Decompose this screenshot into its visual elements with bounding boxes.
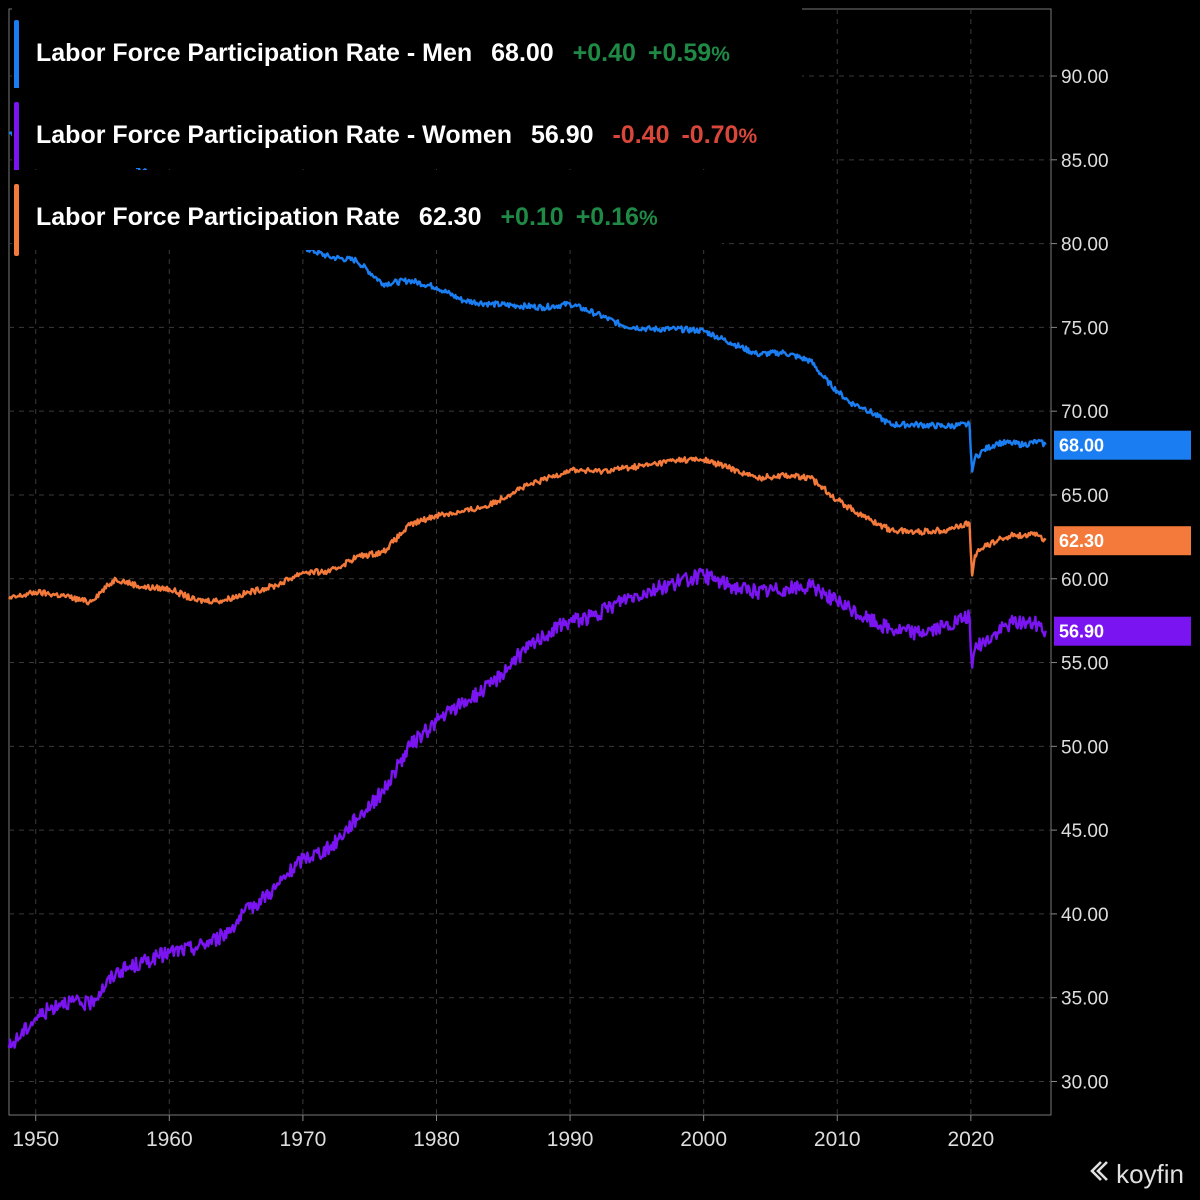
y-tick-label: 70.00 — [1061, 402, 1109, 423]
legend-text: Labor Force Participation Rate - Women 5… — [36, 121, 769, 150]
legend-value: 68.00 — [491, 38, 554, 67]
x-tick-label: 1950 — [12, 1128, 59, 1151]
legend-change: -0.40 — [612, 120, 670, 149]
last-value-label: 68.00 — [1059, 436, 1104, 456]
y-tick-label: 65.00 — [1061, 486, 1109, 507]
last-value-labels: 68.00 62.30 56.90 — [1054, 430, 1191, 646]
legend-pct-sign: % — [711, 42, 730, 66]
y-tick-label: 30.00 — [1061, 1072, 1109, 1093]
y-axis: 30.00 35.00 40.00 45.00 50.00 55.00 60.00 65.00… — [1051, 67, 1109, 1093]
koyfin-logo: koyfin — [1088, 1159, 1184, 1190]
x-tick-label: 1970 — [280, 1128, 327, 1151]
y-tick-label: 85.00 — [1061, 151, 1109, 172]
y-tick-label: 35.00 — [1061, 989, 1109, 1010]
legend-color-bar — [14, 184, 19, 256]
legend-item-men[interactable]: Labor Force Participation Rate - Men 68.… — [12, 6, 802, 92]
legend-change-pct: +0.59 — [647, 38, 712, 67]
legend-series-name: Labor Force Participation Rate — [36, 202, 400, 231]
last-value-badge — [1054, 616, 1191, 646]
legend-color-bar — [14, 102, 19, 174]
y-tick-label: 90.00 — [1061, 67, 1109, 88]
legend-backdrop — [12, 6, 802, 86]
legend-pct-sign: % — [638, 206, 658, 230]
last-value-label: 62.30 — [1059, 531, 1104, 551]
legend-change: +0.40 — [572, 38, 636, 67]
y-tick-label: 60.00 — [1061, 570, 1109, 591]
y-tick-label: 75.00 — [1061, 318, 1109, 339]
last-value-label: 56.90 — [1059, 622, 1104, 642]
x-tick-label: 2020 — [947, 1128, 994, 1151]
legend-change-pct: +0.16 — [575, 202, 639, 231]
x-tick-label: 1960 — [146, 1128, 193, 1151]
y-tick-label: 45.00 — [1061, 821, 1109, 842]
legend-change: +0.10 — [500, 202, 564, 231]
x-tick-label: 2010 — [814, 1128, 861, 1151]
legend-backdrop — [12, 170, 722, 250]
series-layer — [7, 127, 1047, 1049]
x-tick-label: 1980 — [413, 1128, 460, 1151]
legend-item-women[interactable]: Labor Force Participation Rate - Women 5… — [12, 88, 832, 174]
series-line — [8, 456, 1047, 606]
last-value-badge — [1054, 430, 1191, 460]
legend-value: 62.30 — [418, 202, 482, 231]
legend-text: Labor Force Participation Rate - Men 68.… — [36, 39, 742, 68]
legend-color-bar — [14, 20, 19, 92]
legend-series-name: Labor Force Participation Rate - Women — [36, 120, 513, 149]
legend-pct-sign: % — [738, 124, 758, 148]
y-tick-label: 40.00 — [1061, 905, 1109, 926]
y-tick-label: 80.00 — [1061, 235, 1109, 256]
legend-text: Labor Force Participation Rate 62.30 +0.… — [36, 203, 670, 232]
legend-change-pct: -0.70 — [681, 120, 739, 149]
koyfin-logo-icon — [1088, 1159, 1112, 1190]
x-axis: 1950 1960 1970 1980 1990 2000 2010 2020 — [12, 1115, 994, 1151]
last-value-badge — [1054, 526, 1191, 556]
x-tick-label: 2000 — [680, 1128, 727, 1151]
legend-series-name: Labor Force Participation Rate - Men — [36, 38, 473, 67]
y-tick-label: 50.00 — [1061, 737, 1109, 758]
legend-backdrop — [12, 88, 832, 168]
legend: Labor Force Participation Rate - Men 68.… — [12, 6, 832, 262]
legend-item-total[interactable]: Labor Force Participation Rate 62.30 +0.… — [12, 170, 769, 256]
series-line — [7, 567, 1047, 1049]
y-tick-label: 55.00 — [1061, 654, 1109, 675]
x-tick-label: 1990 — [547, 1128, 594, 1151]
legend-value: 56.90 — [530, 120, 594, 149]
logo-text: koyfin — [1116, 1159, 1184, 1189]
